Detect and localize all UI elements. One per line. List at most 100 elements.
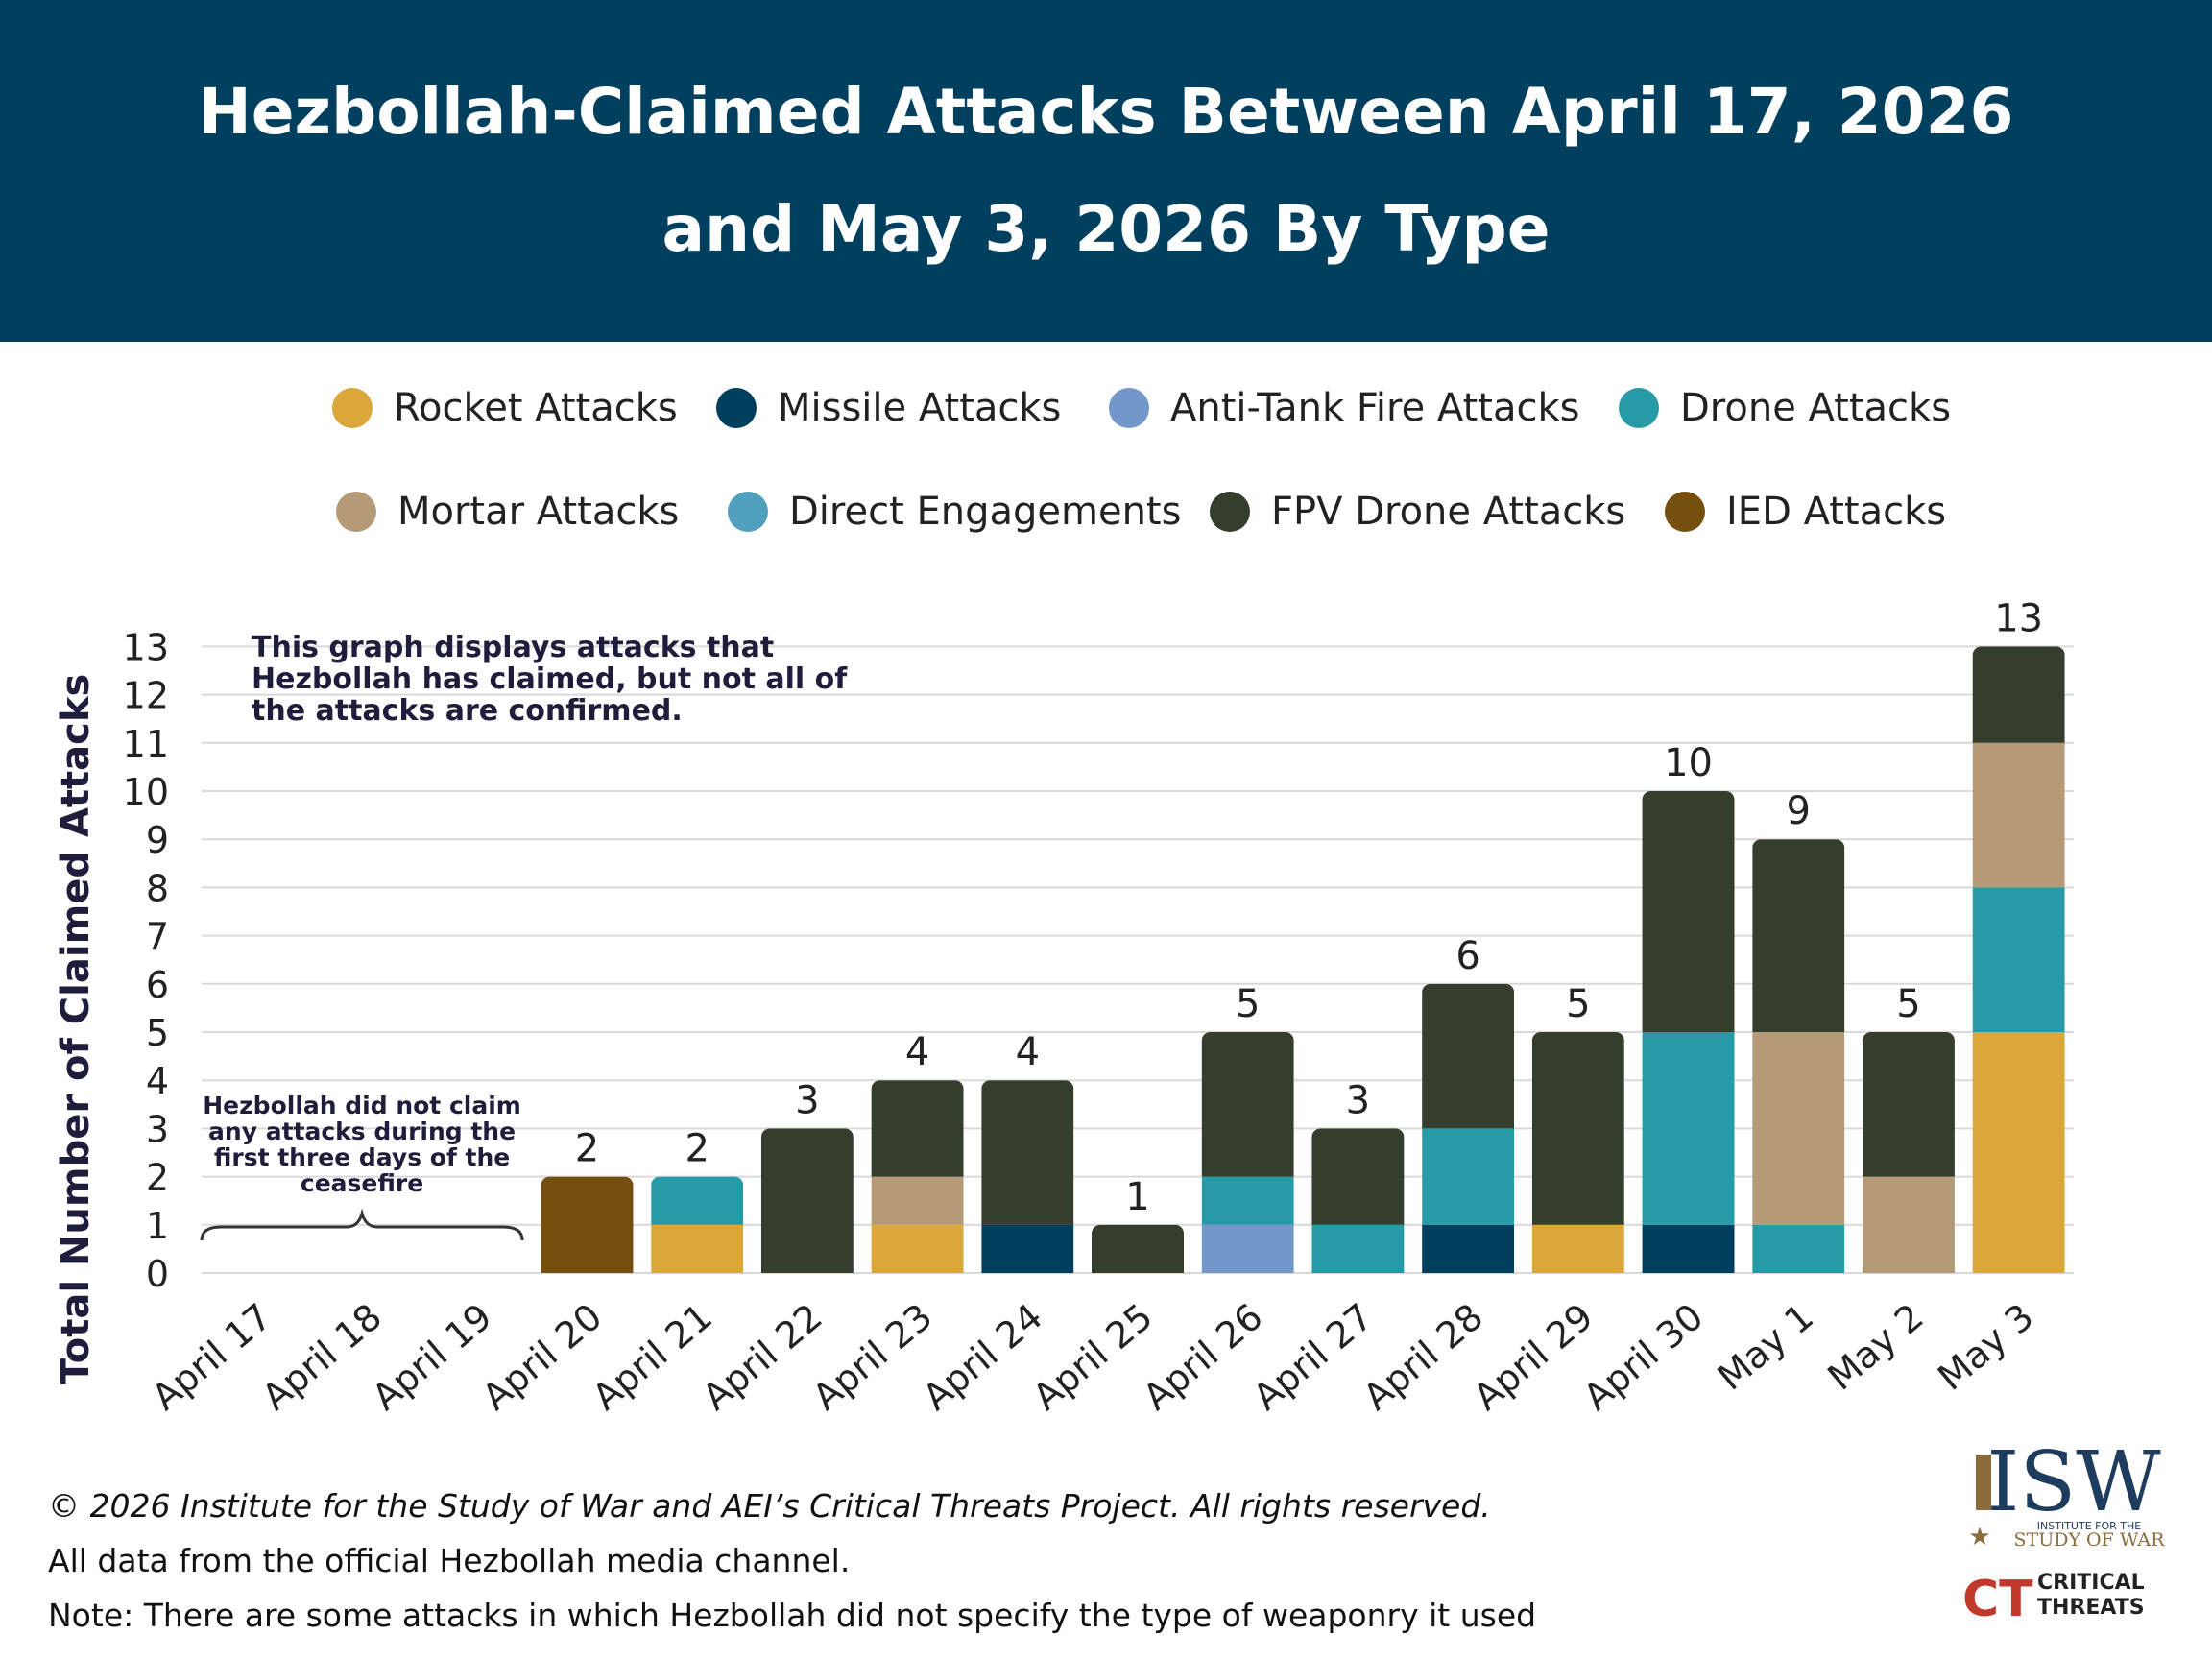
bar-total-label: 3 xyxy=(795,1078,819,1122)
bar-segment xyxy=(1862,1032,1955,1177)
chart-header: Hezbollah-Claimed Attacks Between April … xyxy=(0,0,2212,342)
bar-segment xyxy=(1531,1224,1624,1273)
legend-swatch-mortar xyxy=(336,492,376,532)
bar-stack xyxy=(1531,1032,1624,1273)
bar-stack xyxy=(651,1176,744,1273)
legend-item-rocket: Rocket Attacks xyxy=(332,379,678,437)
legend-item-direct-engagements: Direct Engagements xyxy=(728,483,1181,541)
ct-logo-text-1: CRITICAL xyxy=(2037,1571,2145,1595)
bar-total-label: 5 xyxy=(1896,982,1920,1026)
legend-item-ied: IED Attacks xyxy=(1665,483,1946,541)
x-tick-label: April 27 xyxy=(1245,1295,1381,1418)
y-tick-label: 7 xyxy=(146,916,169,958)
x-tick-label: April 29 xyxy=(1465,1295,1600,1418)
bar-segment xyxy=(651,1224,744,1273)
x-tick-label: May 1 xyxy=(1710,1295,1821,1399)
note-line: any attacks during the xyxy=(208,1118,516,1145)
bar-total-label: 4 xyxy=(1016,1030,1040,1074)
chart-footer: © 2026 Institute for the Study of War an… xyxy=(48,1479,1680,1643)
bar-total-label: 2 xyxy=(575,1127,599,1171)
bar-segment xyxy=(1752,839,1845,1032)
bar-segment xyxy=(1201,1176,1294,1225)
y-tick-label: 0 xyxy=(146,1253,169,1295)
bar-segment xyxy=(1752,1032,1845,1225)
bar-segment xyxy=(1201,1224,1294,1273)
y-tick-label: 9 xyxy=(146,819,169,861)
bar-segment xyxy=(981,1080,1074,1225)
ceasefire-brace xyxy=(200,1208,524,1241)
note-line: This graph displays attacks that xyxy=(252,631,774,664)
bar-segment xyxy=(1531,1032,1624,1225)
logos: ISW ★ INSTITUTE FOR THE STUDY OF WAR CT … xyxy=(1959,1434,2189,1631)
y-tick-label: 1 xyxy=(146,1205,169,1247)
bar-segment xyxy=(1092,1224,1184,1273)
source-text: All data from the official Hezbollah med… xyxy=(48,1542,851,1579)
bar-segment xyxy=(760,1128,854,1273)
bar-stack xyxy=(981,1080,1074,1273)
bar-segment xyxy=(1972,646,2065,743)
bar-total-label: 3 xyxy=(1346,1078,1370,1122)
isw-logo-text: ISW xyxy=(1986,1435,2161,1530)
bar-segment xyxy=(1972,742,2065,888)
y-tick-label: 4 xyxy=(146,1060,169,1102)
x-tick-label: April 28 xyxy=(1356,1295,1491,1418)
x-tick-label: April 30 xyxy=(1575,1295,1711,1418)
bar-segment xyxy=(871,1224,964,1273)
bar-segment xyxy=(651,1176,744,1225)
y-tick-label: 8 xyxy=(146,867,169,909)
chart-note-claimed-attacks: This graph displays attacks thatHezbolla… xyxy=(252,631,848,728)
bar-segment xyxy=(871,1080,964,1177)
chart-bars xyxy=(541,646,2065,1273)
isw-star-icon: ★ xyxy=(1968,1523,1990,1551)
bar-stack xyxy=(1642,791,1735,1273)
y-tick-label: 6 xyxy=(146,964,169,1006)
legend-swatch-ied xyxy=(1665,492,1705,532)
bar-segment xyxy=(1201,1032,1294,1177)
bar-segment xyxy=(1972,887,2065,1032)
isw-logo-subtitle-2: STUDY OF WAR xyxy=(2014,1529,2166,1551)
note-line: Hezbollah has claimed, but not all of xyxy=(252,662,848,696)
legend-item-anti-tank: Anti-Tank Fire Attacks xyxy=(1109,379,1579,437)
bar-segment xyxy=(1311,1224,1405,1273)
x-tick-label: April 17 xyxy=(144,1295,279,1418)
legend-item-missile: Missile Attacks xyxy=(716,379,1061,437)
bar-segment xyxy=(1862,1176,1955,1273)
bar-stack xyxy=(1422,983,1515,1273)
bar-stack xyxy=(1752,839,1845,1273)
bar-stack xyxy=(1311,1128,1405,1273)
bar-stack xyxy=(541,1176,634,1273)
bar-total-labels: 2 2 3 4 4 1 5 3 6 5 10 9 5 13 xyxy=(575,596,2043,1218)
bar-segment xyxy=(1422,1224,1515,1273)
x-tick-label: April 22 xyxy=(695,1295,830,1418)
bar-segment xyxy=(981,1224,1074,1273)
y-axis-label: Total Number of Claimed Attacks xyxy=(54,674,98,1385)
chart-title-line-2: and May 3, 2026 By Type xyxy=(661,192,1551,266)
x-tick-label: April 23 xyxy=(805,1295,940,1418)
x-tick-label: April 18 xyxy=(254,1295,390,1418)
legend-label-rocket: Rocket Attacks xyxy=(394,386,678,430)
legend-swatch-rocket xyxy=(332,388,373,428)
bar-total-label: 5 xyxy=(1236,982,1260,1026)
legend-swatch-fpv-drone xyxy=(1210,492,1250,532)
bar-stack xyxy=(1092,1224,1184,1273)
y-tick-label: 13 xyxy=(123,626,169,668)
bar-segment xyxy=(1422,1128,1515,1225)
bar-total-label: 13 xyxy=(1994,596,2043,640)
y-tick-label: 2 xyxy=(146,1157,169,1199)
legend-label-missile: Missile Attacks xyxy=(778,386,1062,430)
x-tick-label: April 25 xyxy=(1025,1295,1161,1418)
bar-total-label: 1 xyxy=(1125,1175,1149,1219)
bar-segment xyxy=(541,1176,634,1273)
note-line: the attacks are confirmed. xyxy=(252,694,683,728)
y-tick-label: 12 xyxy=(123,675,169,717)
copyright-text: © 2026 Institute for the Study of War an… xyxy=(48,1487,1491,1525)
y-tick-label: 3 xyxy=(146,1108,169,1150)
x-tick-label: May 2 xyxy=(1819,1295,1931,1399)
bar-total-label: 2 xyxy=(685,1127,709,1171)
bar-segment xyxy=(1311,1128,1405,1225)
bar-stack xyxy=(1201,1032,1294,1273)
legend-label-direct-engagements: Direct Engagements xyxy=(789,490,1182,534)
